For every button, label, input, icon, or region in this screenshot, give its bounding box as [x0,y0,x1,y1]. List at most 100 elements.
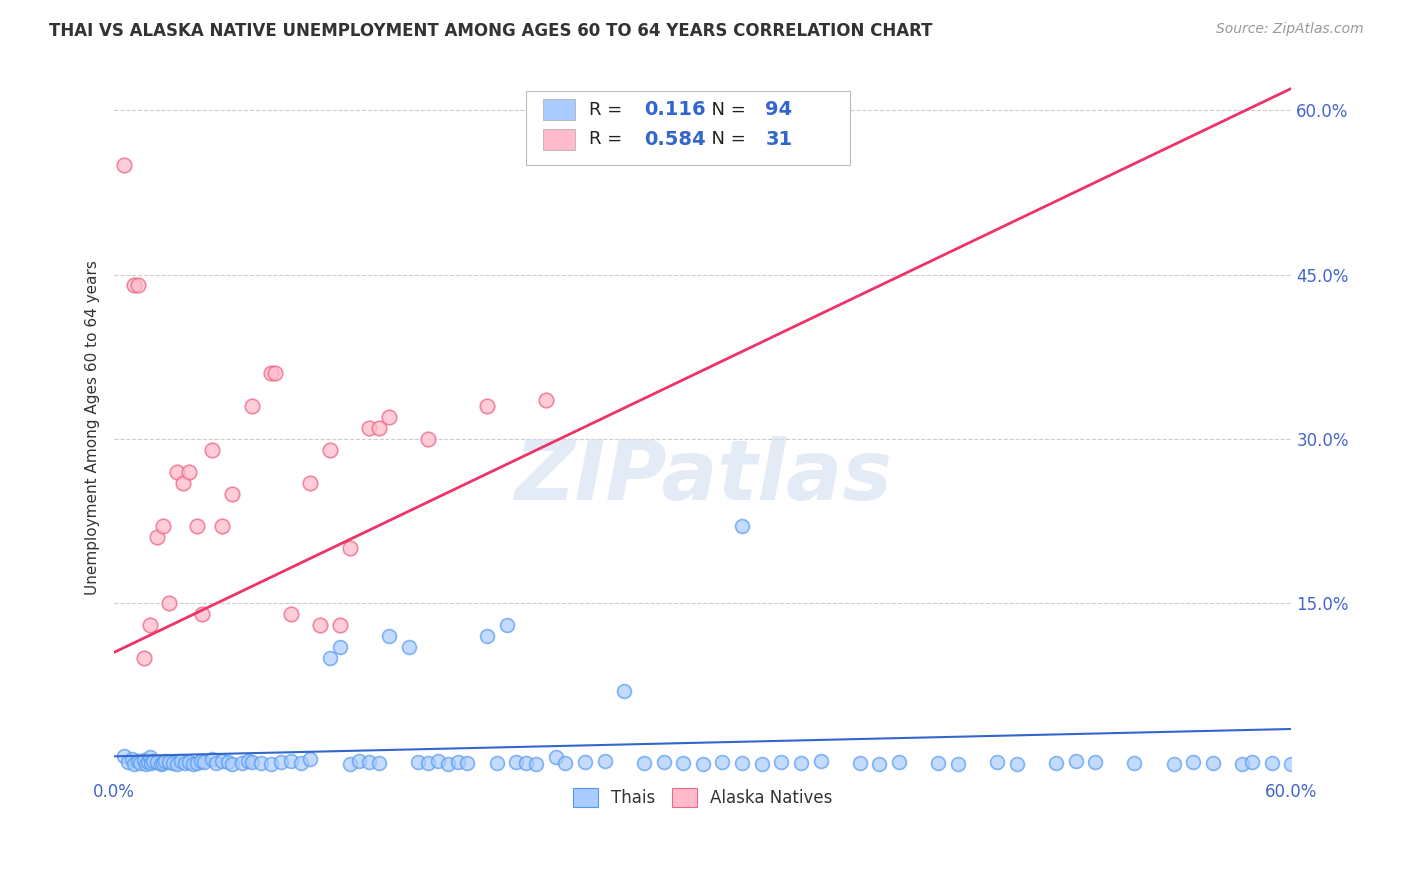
Point [485,756,508,770]
Point [339,541,361,556]
Point [132,650,155,665]
Text: 94: 94 [765,100,793,120]
Point [329,640,352,654]
Point [1232,757,1254,772]
Point [141,756,163,770]
Point [554,756,576,770]
Point [652,755,675,769]
Point [138,750,160,764]
Point [349,754,371,768]
Point [112,749,135,764]
Text: ZIPatlas: ZIPatlas [513,436,891,517]
Point [138,618,160,632]
Point [1281,757,1303,772]
Point [270,755,292,769]
Point [127,754,149,768]
Point [157,755,180,769]
Point [309,618,332,632]
Point [146,530,169,544]
Text: N =: N = [700,130,747,148]
Point [290,756,312,770]
Legend: Thais, Alaska Natives: Thais, Alaska Natives [565,780,841,815]
Point [181,757,204,772]
Point [146,755,169,769]
Point [475,399,498,413]
Point [150,757,173,772]
Point [177,465,200,479]
Point [1182,755,1205,769]
Point [173,756,195,770]
Point [153,754,176,768]
Point [329,618,352,632]
FancyBboxPatch shape [526,92,851,165]
Point [887,755,910,769]
Point [408,755,430,769]
Point [534,393,557,408]
Point [849,756,872,770]
Point [191,607,214,621]
Point [475,629,498,643]
Point [398,640,420,654]
Point [112,158,135,172]
Point [672,756,695,770]
Point [260,757,283,772]
Point [418,432,440,446]
Point [221,486,243,500]
Point [1005,757,1028,772]
Point [142,754,165,768]
Point [1084,755,1107,769]
Point [544,750,567,764]
Point [128,756,150,770]
Point [166,465,188,479]
Point [339,757,361,772]
Point [299,475,322,490]
Point [495,618,517,632]
Text: R =: R = [589,101,627,119]
Point [132,753,155,767]
Point [135,757,157,772]
Point [264,366,287,380]
Point [152,756,174,770]
Point [186,519,208,533]
Point [770,755,793,769]
Point [170,754,193,768]
Point [456,756,478,770]
Point [359,421,381,435]
Point [711,755,734,769]
Point [280,754,302,768]
Text: THAI VS ALASKA NATIVE UNEMPLOYMENT AMONG AGES 60 TO 64 YEARS CORRELATION CHART: THAI VS ALASKA NATIVE UNEMPLOYMENT AMONG… [49,22,932,40]
Point [157,596,180,610]
Point [1123,756,1146,770]
Point [574,755,596,769]
Point [201,442,224,457]
Point [177,755,200,769]
Point [127,278,149,293]
Point [1064,754,1087,768]
Point [201,751,224,765]
Point [240,755,263,769]
Point [751,757,773,772]
Y-axis label: Unemployment Among Ages 60 to 64 years: Unemployment Among Ages 60 to 64 years [86,260,100,595]
Point [505,755,527,769]
Point [240,399,263,413]
Point [986,755,1008,769]
Text: R =: R = [589,130,627,148]
Point [378,409,401,424]
Point [217,755,239,769]
Point [211,519,233,533]
Point [731,756,754,770]
Point [613,683,636,698]
Point [172,475,194,490]
Point [524,757,547,772]
Point [446,755,468,769]
Text: 0.116: 0.116 [644,100,706,120]
Point [122,278,145,293]
Point [1241,755,1264,769]
Text: 0.584: 0.584 [644,129,706,149]
Point [927,756,949,770]
Point [136,755,159,769]
Point [117,755,139,769]
Point [221,757,243,772]
Point [152,519,174,533]
Point [260,366,283,380]
